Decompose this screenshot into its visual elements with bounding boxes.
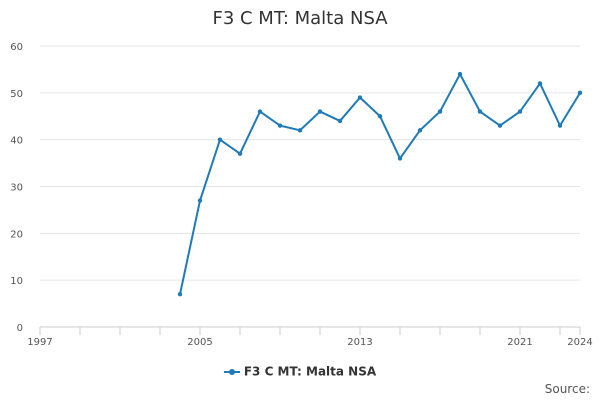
data-point (397, 156, 403, 161)
legend-label: F3 C MT: Malta NSA (243, 364, 377, 379)
x-tick-label: 1997 (27, 337, 52, 348)
data-point (517, 109, 523, 114)
y-tick-label: 60 (10, 42, 23, 53)
data-point (357, 95, 363, 100)
chart-title: F3 C MT: Malta NSA (212, 8, 388, 29)
data-point (197, 198, 203, 203)
data-point (377, 114, 383, 119)
y-tick-label: 40 (10, 136, 23, 147)
gridlines (40, 45, 580, 328)
y-tick-label: 20 (10, 229, 23, 240)
data-point (237, 151, 243, 156)
x-tick-label: 2024 (567, 337, 592, 348)
data-point (437, 109, 443, 114)
data-point (537, 81, 543, 86)
data-point (557, 123, 563, 128)
x-tick-label: 2021 (507, 337, 532, 348)
data-point (457, 71, 463, 77)
series-line (179, 73, 581, 295)
y-tick-label: 50 (10, 89, 23, 100)
data-point (477, 109, 483, 114)
data-point (417, 128, 423, 133)
x-tick-label: 2005 (187, 337, 212, 348)
data-point (577, 90, 583, 96)
y-axis: 0 10 20 30 40 50 60 (10, 42, 23, 334)
y-tick-label: 30 (10, 183, 23, 194)
data-point (257, 109, 263, 114)
legend[interactable]: F3 C MT: Malta NSA (0, 364, 600, 379)
series-layer (177, 71, 583, 297)
data-point (297, 128, 303, 133)
source-label: Source: (544, 382, 590, 396)
data-point (317, 109, 323, 114)
data-point (217, 137, 223, 142)
y-tick-label: 0 (17, 323, 23, 334)
legend-marker (223, 367, 240, 377)
data-point (277, 123, 283, 128)
data-point (497, 123, 503, 128)
x-tick-label: 2013 (347, 337, 372, 348)
x-axis: 1997 2005 2013 2021 2024 (27, 326, 593, 348)
y-tick-label: 10 (10, 276, 23, 287)
data-point (177, 292, 183, 297)
data-point (337, 118, 343, 124)
